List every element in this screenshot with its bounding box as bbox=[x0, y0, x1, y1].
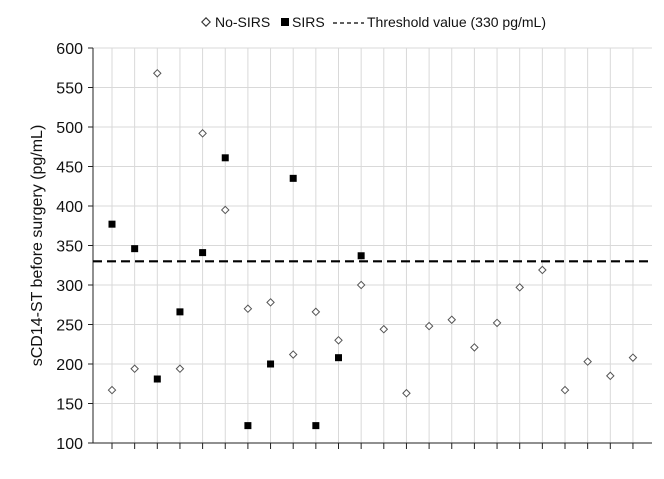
point-no-sirs bbox=[175, 364, 185, 374]
point-no-sirs bbox=[356, 280, 366, 290]
point-no-sirs bbox=[243, 304, 253, 314]
point-no-sirs bbox=[379, 324, 389, 334]
legend-marker-no-sirs bbox=[201, 17, 211, 27]
point-no-sirs bbox=[311, 307, 321, 317]
legend-label-no-sirs: No-SIRS bbox=[215, 14, 270, 30]
point-no-sirs bbox=[424, 321, 434, 331]
y-tick-label: 550 bbox=[56, 81, 83, 98]
point-no-sirs bbox=[220, 205, 230, 215]
point-no-sirs bbox=[334, 335, 343, 345]
legend-label-sirs: SIRS bbox=[292, 14, 325, 30]
y-tick-label: 300 bbox=[56, 278, 83, 295]
point-sirs bbox=[153, 375, 161, 383]
point-no-sirs bbox=[515, 283, 525, 292]
y-tick-label: 250 bbox=[56, 318, 83, 335]
legend-item-no-sirs: No-SIRS bbox=[201, 14, 270, 30]
point-sirs bbox=[221, 154, 229, 162]
point-no-sirs bbox=[560, 385, 570, 395]
legend-marker-sirs bbox=[281, 18, 289, 26]
point-no-sirs bbox=[152, 68, 162, 78]
point-no-sirs bbox=[266, 298, 275, 307]
point-no-sirs bbox=[470, 343, 479, 352]
point-sirs bbox=[357, 252, 365, 260]
y-tick-label: 150 bbox=[56, 397, 83, 414]
legend-label-threshold: Threshold value (330 pg/mL) bbox=[367, 14, 546, 30]
y-tick-label: 200 bbox=[56, 357, 83, 374]
point-sirs bbox=[244, 422, 252, 430]
point-sirs bbox=[131, 245, 139, 253]
axes bbox=[88, 47, 652, 449]
data-points bbox=[107, 68, 638, 430]
grid bbox=[93, 47, 652, 443]
legend-item-threshold: Threshold value (330 pg/mL) bbox=[333, 14, 546, 30]
point-no-sirs bbox=[198, 129, 207, 138]
point-no-sirs bbox=[492, 318, 502, 328]
point-no-sirs bbox=[538, 265, 547, 275]
y-tick-label: 400 bbox=[56, 199, 83, 216]
point-sirs bbox=[312, 422, 320, 430]
y-tick-label: 100 bbox=[56, 436, 83, 453]
legend-item-sirs: SIRS bbox=[281, 14, 325, 30]
y-tick-label: 350 bbox=[56, 239, 83, 256]
point-no-sirs bbox=[288, 350, 298, 359]
legend: No-SIRS SIRS Threshold value (330 pg/mL) bbox=[201, 14, 546, 30]
point-sirs bbox=[289, 174, 297, 182]
y-tick-labels: 100 150 200 250 300 350 400 450 500 550 600 bbox=[56, 41, 83, 453]
point-no-sirs bbox=[605, 371, 615, 381]
point-no-sirs bbox=[628, 353, 638, 362]
point-no-sirs bbox=[583, 357, 592, 366]
y-tick-label: 600 bbox=[56, 41, 83, 58]
point-sirs bbox=[176, 308, 184, 316]
y-tick-label: 500 bbox=[56, 120, 83, 137]
point-no-sirs bbox=[107, 385, 117, 395]
point-sirs bbox=[267, 360, 275, 368]
y-axis-title: sCD14-ST before surgery (pg/mL) bbox=[29, 125, 46, 367]
point-sirs bbox=[108, 220, 116, 228]
point-no-sirs bbox=[447, 315, 457, 325]
y-tick-label: 450 bbox=[56, 160, 83, 177]
point-sirs bbox=[335, 354, 342, 362]
point-sirs bbox=[199, 249, 207, 257]
point-no-sirs bbox=[402, 388, 411, 398]
point-no-sirs bbox=[130, 364, 139, 374]
